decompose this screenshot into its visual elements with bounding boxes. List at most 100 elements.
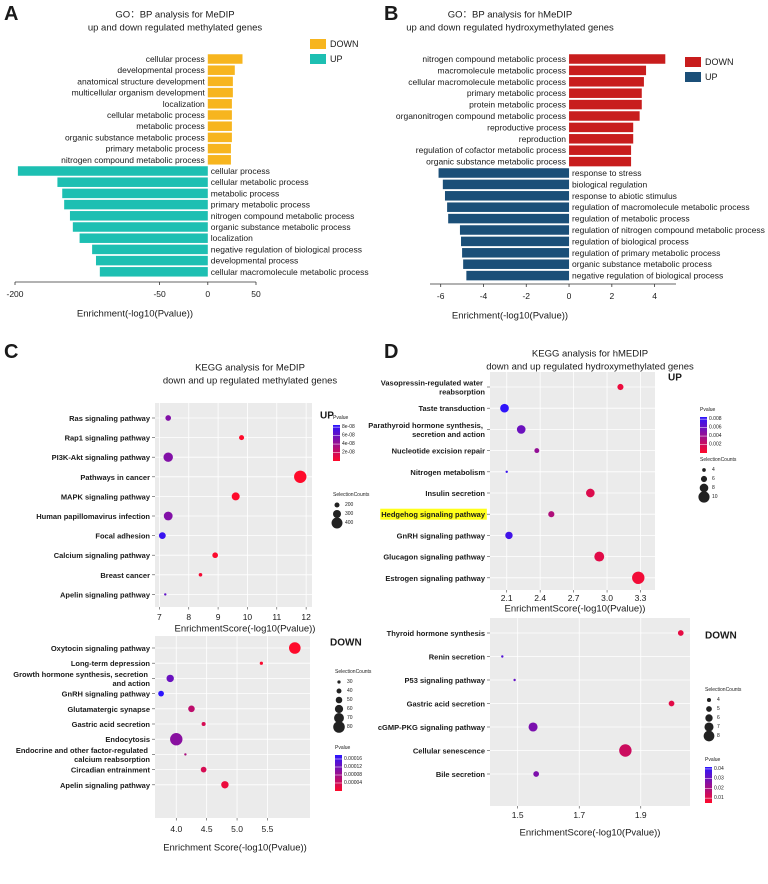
x-tick-label: 7 xyxy=(157,612,162,622)
category-label-line: Oxytocin signaling pathway xyxy=(51,644,151,653)
bar-label: negative regulation of biological proces… xyxy=(572,271,723,281)
category-label-line: secretion and action xyxy=(412,429,485,438)
category-label-line: Hedgehog signaling pathway xyxy=(381,510,486,519)
category-label-line: Nucleotide excision repair xyxy=(392,446,485,455)
bar-label: reproduction xyxy=(519,134,567,144)
size-legend-dot xyxy=(703,730,715,742)
colorbar-label: 0.01 xyxy=(714,795,724,801)
size-legend-dot xyxy=(704,722,714,732)
point xyxy=(259,661,263,665)
point xyxy=(200,766,207,773)
x-tick-label: 4.5 xyxy=(201,824,213,834)
point xyxy=(516,425,526,434)
bar-label: primary metabolic process xyxy=(106,144,205,154)
legend-label: UP xyxy=(705,72,718,82)
panel-tag: DOWN xyxy=(330,638,362,649)
category-label-line: Long-term depression xyxy=(71,659,151,668)
category-label: Apelin signaling pathway xyxy=(60,590,151,599)
x-tick-label: 12 xyxy=(301,612,311,622)
point xyxy=(158,690,164,697)
x-tick-label: 2 xyxy=(609,291,614,301)
size-legend-label: 70 xyxy=(347,715,353,721)
size-legend-label: 30 xyxy=(347,679,353,685)
size-legend-title: SelectionCounts xyxy=(700,457,737,463)
x-tick-label: 0 xyxy=(567,291,572,301)
x-tick-label: 1.9 xyxy=(635,810,647,820)
legend-label: DOWN xyxy=(705,57,734,67)
point xyxy=(188,705,195,713)
bar-label: organic substance metabolic process xyxy=(211,222,351,232)
category-label: Human papillomavirus infection xyxy=(36,512,150,521)
bar-label: negative regulation of biological proces… xyxy=(211,244,362,254)
category-label-line: Gastric acid secretion xyxy=(407,699,486,708)
bar-label: organic substance metabolic process xyxy=(426,157,566,167)
bar xyxy=(463,259,570,269)
category-label: Long-term depression xyxy=(71,659,151,668)
bar-label: regulation of cofactor metabolic process xyxy=(416,145,566,155)
x-tick-label: 4 xyxy=(652,291,657,301)
category-label: GnRH signaling pathway xyxy=(62,689,151,698)
x-tick-label: -2 xyxy=(522,291,530,301)
category-label-line: Focal adhesion xyxy=(95,531,150,540)
bar-label: organonitrogen compound metabolic proces… xyxy=(396,111,566,121)
plot-background xyxy=(490,372,655,590)
category-label-line: Bile secretion xyxy=(436,770,486,779)
x-tick-label: -200 xyxy=(6,289,23,299)
bar xyxy=(569,134,634,144)
bar-label: nitrogen compound metabolic process xyxy=(422,54,566,64)
x-tick-label: 0 xyxy=(205,289,210,299)
bar xyxy=(95,255,208,266)
point xyxy=(294,470,307,483)
category-label-line: Pathways in cancer xyxy=(80,472,150,481)
category-label-line: Endocrine and other factor-regulated xyxy=(16,745,150,754)
x-axis-title: Enrichment(-log10(Pvalue)) xyxy=(452,311,568,322)
legend-swatch xyxy=(310,54,326,64)
category-label-line: Growth hormone synthesis, secretion xyxy=(13,669,150,678)
category-label: Ras signaling pathway xyxy=(69,414,151,423)
category-label-line: Apelin signaling pathway xyxy=(60,590,151,599)
point xyxy=(163,511,173,521)
bar-label: multicellular organism development xyxy=(72,88,206,98)
category-label: Pathways in cancer xyxy=(80,472,150,481)
bar-label: cellular process xyxy=(211,166,270,176)
bar xyxy=(207,132,232,143)
bar-label: nitrogen compound metabolic process xyxy=(61,155,205,165)
colorbar-title: Pvalue xyxy=(335,745,351,751)
chart-subtitle: up and down regulated methylated genes xyxy=(88,23,263,34)
bar xyxy=(207,65,235,75)
size-legend-label: 5 xyxy=(717,706,720,712)
size-legend-dot xyxy=(333,721,345,733)
bar xyxy=(79,233,208,243)
point xyxy=(586,488,595,498)
category-label-line: Vasopressin-regulated water xyxy=(381,378,485,387)
bar-label: developmental process xyxy=(211,256,298,266)
size-legend-label: 7 xyxy=(717,724,720,730)
x-axis-title: EnrichmentScore(-log10(Pvalue)) xyxy=(520,828,661,839)
category-label-line: calcium reabsorption xyxy=(74,754,150,763)
colorbar-label: 0.004 xyxy=(709,433,722,439)
category-label: Focal adhesion xyxy=(95,531,150,540)
colorbar xyxy=(335,755,342,791)
category-label-line: Apelin signaling pathway xyxy=(60,780,151,789)
size-legend-dot xyxy=(705,714,713,722)
category-label-line: reabsorption xyxy=(439,387,485,396)
panel-letter: C xyxy=(4,341,18,363)
size-legend-dot xyxy=(336,688,342,694)
category-label: PI3K-Akt signaling pathway xyxy=(52,453,151,462)
bar xyxy=(569,54,666,64)
x-tick-label: 4.0 xyxy=(170,824,182,834)
category-label: Hedgehog signaling pathway xyxy=(381,510,486,519)
category-label: Parathyroid hormone synthesis, secretion… xyxy=(368,420,485,438)
category-label: P53 signaling pathway xyxy=(405,676,486,685)
bar xyxy=(57,177,208,187)
colorbar-title: Pvalue xyxy=(700,407,716,413)
category-label-line: GnRH signaling pathway xyxy=(62,689,151,698)
size-legend-label: 6 xyxy=(717,715,720,721)
point xyxy=(166,674,174,683)
point xyxy=(501,655,504,658)
bar-label: cellular macromolecule metabolic process xyxy=(408,77,566,87)
size-legend-dot xyxy=(334,502,340,508)
bar-label: organic substance metabolic process xyxy=(572,259,712,269)
legend-swatch xyxy=(310,39,326,49)
bar-label: nitrogen compound metabolic process xyxy=(211,211,355,221)
